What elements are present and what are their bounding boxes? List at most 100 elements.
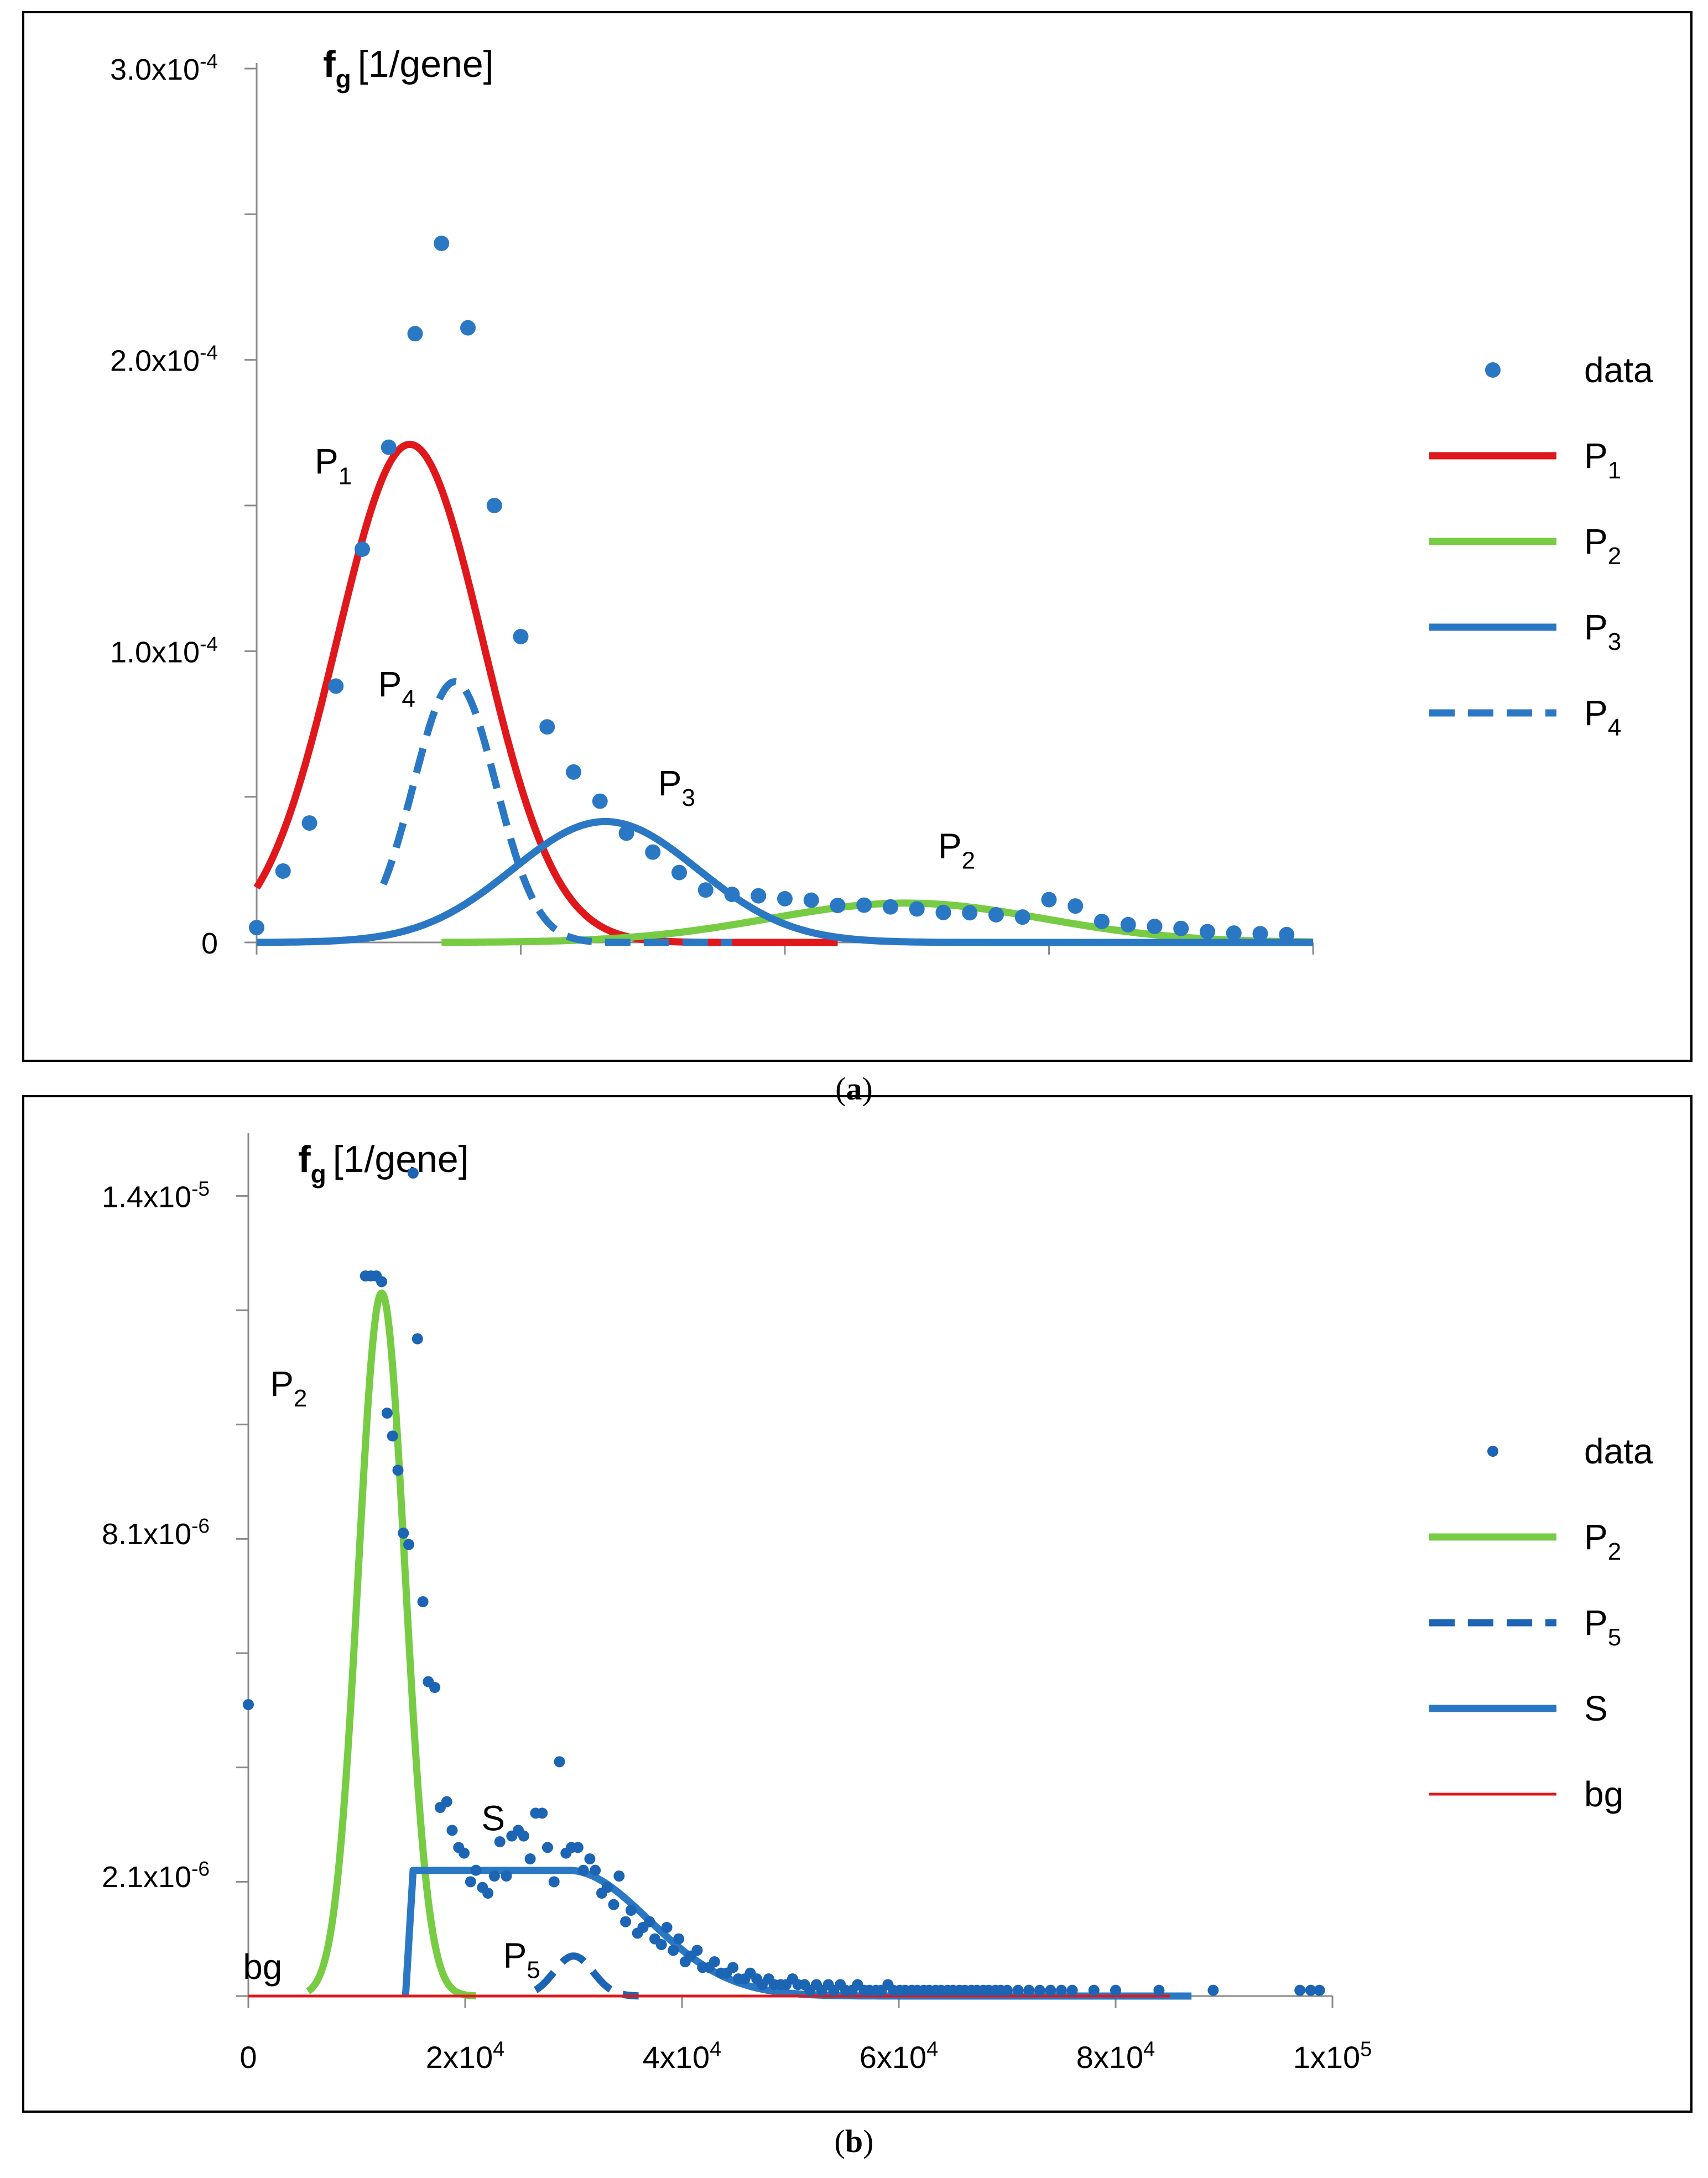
legend-label-data-base: data (1584, 350, 1653, 390)
series-label-p2: P2 (270, 1364, 307, 1412)
data-point (1066, 1984, 1078, 1996)
legend-label-data: data (1584, 1431, 1653, 1471)
data-point (935, 904, 951, 920)
data-point (1014, 909, 1030, 925)
legend-label-p5-base: P (1584, 1603, 1608, 1643)
legend-label-p3: P3 (1584, 607, 1621, 655)
legend-label-p3-base: P (1584, 607, 1608, 647)
y-tick-label-base: 3.0x10 (110, 53, 200, 86)
series-label-p1-base: P (315, 441, 339, 481)
legend-label-data: data (1584, 350, 1653, 390)
data-point (1173, 920, 1189, 936)
x-tick-label-base: 8x10 (1076, 2040, 1143, 2075)
data-point (1252, 926, 1268, 942)
data-point (1294, 1984, 1306, 1996)
caption-b: (b) (834, 2123, 874, 2159)
data-point (465, 1876, 476, 1888)
data-point (856, 897, 872, 913)
data-point (1094, 914, 1110, 930)
data-point (518, 1830, 529, 1842)
legend-label-p5: P5 (1584, 1603, 1621, 1651)
y-tick-label: 1.4x10-5 (102, 1177, 210, 1214)
x-tick-label-sup: 5 (1360, 2038, 1372, 2061)
data-point (777, 891, 793, 906)
data-point (727, 1962, 739, 1973)
y-tick-label-sup: -6 (191, 1514, 210, 1537)
legend-label-p2: P2 (1584, 1517, 1621, 1565)
series-label-p5-base: P (503, 1935, 527, 1975)
y-axis-label: fg [1/gene] (323, 43, 494, 93)
data-point (709, 1956, 720, 1967)
data-point (417, 1596, 429, 1607)
x-tick-label: 4x104 (643, 2038, 722, 2075)
data-point (541, 1842, 553, 1853)
data-point (412, 1333, 423, 1345)
data-point (275, 863, 291, 879)
series-label-bg: bg (243, 1947, 282, 1987)
data-point (577, 1864, 589, 1876)
data-point (673, 1933, 685, 1945)
data-point (883, 899, 898, 915)
legend-label-p5-sub: 5 (1608, 1624, 1621, 1651)
data-point (592, 793, 608, 809)
data-point (1279, 926, 1295, 942)
data-point (1110, 1984, 1121, 1996)
series-curve-p5 (532, 1952, 642, 2000)
data-point (524, 1853, 536, 1864)
data-point (613, 1870, 625, 1882)
data-point (387, 1430, 398, 1442)
series-label-p2-base: P (938, 826, 962, 866)
y-tick-label-sup: -5 (191, 1177, 210, 1200)
y-axis-label-sub: g (336, 65, 351, 93)
y-tick-label-base: 2.0x10 (110, 345, 200, 378)
data-point (381, 1408, 393, 1419)
data-point (1068, 898, 1084, 914)
legend-label-bg: bg (1584, 1774, 1623, 1814)
data-point (482, 1888, 494, 1899)
y-tick-label-base: 0 (201, 927, 218, 960)
y-tick-label: 0 (201, 927, 218, 960)
data-point (392, 1465, 404, 1476)
data-point (355, 541, 370, 557)
y-tick-label: 3.0x10-4 (110, 50, 218, 86)
caption-b-letter: b (845, 2123, 863, 2159)
data-point (671, 864, 687, 880)
x-tick-label: 0 (239, 2040, 257, 2075)
series-label-p2-base: P (270, 1364, 294, 1404)
legend-marker-data (1485, 362, 1501, 378)
y-tick-label-sup: -4 (200, 341, 218, 364)
data-point (460, 320, 476, 336)
series-label-p5: P5 (503, 1935, 540, 1983)
y-tick-label-base: 8.1x10 (102, 1518, 191, 1551)
x-tick-label-base: 4x10 (643, 2040, 710, 2075)
y-axis-label-unit: [1/gene] (358, 43, 494, 85)
data-point (243, 1699, 254, 1710)
data-point (441, 1796, 452, 1807)
data-point (1056, 1984, 1067, 1996)
data-point (539, 719, 555, 735)
data-point (486, 498, 502, 513)
series-label-p2: P2 (938, 826, 975, 874)
chart-panel-a: 0 1.0x10-4 2.0x10-4 3.0x10-4 fg [1/gene] P1 P2 P… (22, 11, 1693, 1062)
data-point (1314, 1984, 1325, 1996)
data-point (381, 439, 397, 455)
data-point (1147, 919, 1163, 935)
series-label-p3: P3 (658, 763, 695, 811)
series-label-p2-sub: 2 (294, 1385, 307, 1412)
y-tick-label: 2.0x10-4 (110, 341, 218, 378)
data-point (1153, 1984, 1165, 1996)
data-point (661, 1922, 673, 1933)
data-point (608, 1899, 619, 1910)
legend-label-p3-sub: 3 (1608, 628, 1621, 655)
series-label-p1-sub: 1 (339, 462, 352, 489)
data-point (644, 1916, 655, 1927)
y-axis-label-sub: g (311, 1160, 326, 1189)
x-tick-label: 2x104 (426, 2038, 505, 2075)
data-point (803, 892, 819, 908)
x-tick-label-sup: 4 (926, 2038, 938, 2061)
data-point (691, 1945, 703, 1956)
data-point (1002, 1984, 1013, 1996)
legend-label-p2-sub: 2 (1608, 543, 1621, 570)
data-point (1034, 1984, 1045, 1996)
data-point (909, 901, 925, 917)
